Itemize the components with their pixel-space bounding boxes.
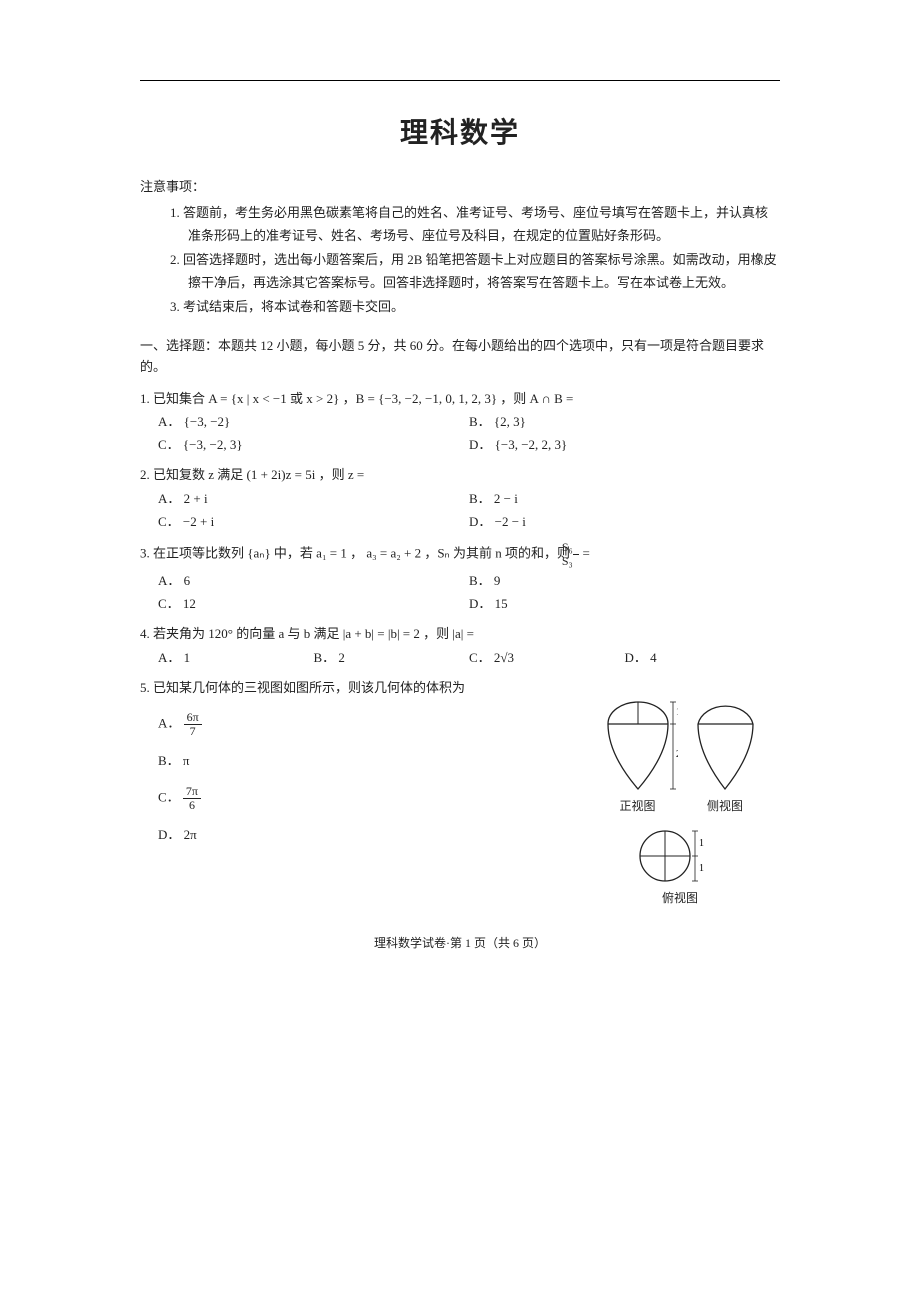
top-view-figure: 1 1 俯视图 <box>635 826 725 908</box>
opt-c-pre: C． <box>158 789 183 804</box>
option-d: D． 15 <box>469 592 780 615</box>
option-d: D． −2 − i <box>469 510 780 533</box>
option-d: D． 2π <box>158 824 580 846</box>
frac-num: S₆ <box>573 541 579 555</box>
dim-label: 1 <box>676 707 678 718</box>
frac-den: 6 <box>183 799 201 812</box>
notice-item: 3. 考试结束后，将本试卷和答题卡交回。 <box>170 295 780 318</box>
top-view-label: 俯视图 <box>635 888 725 908</box>
side-view-figure: 侧视图 <box>688 699 763 816</box>
question-text: 5. 已知某几何体的三视图如图所示，则该几何体的体积为 <box>140 677 780 699</box>
q3-post: = <box>583 546 590 561</box>
fraction-icon: 7π 6 <box>183 785 201 812</box>
exam-page: 理科数学 注意事项： 1. 答题前，考生务必用黑色碳素笔将自己的姓名、准考证号、… <box>140 80 780 951</box>
option-d: D． {−3, −2, 2, 3} <box>469 433 780 456</box>
front-view-label: 正视图 <box>598 796 678 816</box>
option-c: C． {−3, −2, 3} <box>158 433 469 456</box>
options: A． 6 B． 9 C． 12 D． 15 <box>140 569 780 616</box>
question-text: 1. 已知集合 A = {x | x < −1 或 x > 2} ，B = {−… <box>140 388 780 410</box>
question-3: 3. 在正项等比数列 {aₙ} 中，若 a₁ = 1 ， a₃ = a₂ + 2… <box>140 541 780 615</box>
q3-pre: 3. 在正项等比数列 {aₙ} 中，若 a₁ = 1 ， a₃ = a₂ + 2… <box>140 546 573 561</box>
option-a: A． 6π 7 <box>158 711 580 738</box>
option-a: A． 6 <box>158 569 469 592</box>
dim-label: 1 <box>699 863 704 874</box>
option-b: B． 9 <box>469 569 780 592</box>
options: A． 6π 7 B． π C． 7π 6 D． 2 <box>140 711 580 846</box>
option-b: B． 2 − i <box>469 487 780 510</box>
option-c: C． −2 + i <box>158 510 469 533</box>
question-text: 4. 若夹角为 120° 的向量 a 与 b 满足 |a + b| = |b| … <box>140 623 780 645</box>
side-view-label: 侧视图 <box>688 796 763 816</box>
section-heading: 一、选择题：本题共 12 小题，每小题 5 分，共 60 分。在每小题给出的四个… <box>140 336 780 378</box>
option-a: A． 1 <box>158 646 314 669</box>
notice-heading: 注意事项： <box>140 176 780 195</box>
dim-label: 2 <box>676 749 678 760</box>
question-4: 4. 若夹角为 120° 的向量 a 与 b 满足 |a + b| = |b| … <box>140 623 780 668</box>
options: A． {−3, −2} B． {2, 3} C． {−3, −2, 3} D． … <box>140 410 780 457</box>
exam-title: 理科数学 <box>140 111 780 151</box>
question-text: 3. 在正项等比数列 {aₙ} 中，若 a₁ = 1 ， a₃ = a₂ + 2… <box>140 541 780 568</box>
dim-label: 1 <box>699 838 704 849</box>
page-footer: 理科数学试卷·第 1 页（共 6 页） <box>140 934 780 951</box>
frac-den: S₃ <box>573 555 579 568</box>
option-b: B． 2 <box>314 646 470 669</box>
option-a: A． 2 + i <box>158 487 469 510</box>
question-5: 5. 已知某几何体的三视图如图所示，则该几何体的体积为 A． 6π 7 B． π… <box>140 677 780 909</box>
q5-figures: 1 2 正视图 <box>580 699 780 909</box>
fraction-icon: 6π 7 <box>184 711 202 738</box>
frac-num: 6π <box>184 711 202 725</box>
option-b: B． {2, 3} <box>469 410 780 433</box>
option-c: C． 7π 6 <box>158 785 580 812</box>
fraction-icon: S₆ S₃ <box>573 541 579 568</box>
front-view-figure: 1 2 正视图 <box>598 699 678 816</box>
notice-list: 1. 答题前，考生务必用黑色碳素笔将自己的姓名、准考证号、考场号、座位号填写在答… <box>170 201 780 318</box>
options: A． 2 + i B． 2 − i C． −2 + i D． −2 − i <box>140 487 780 534</box>
notice-item: 1. 答题前，考生务必用黑色碳素笔将自己的姓名、准考证号、考场号、座位号填写在答… <box>170 201 780 248</box>
question-1: 1. 已知集合 A = {x | x < −1 或 x > 2} ，B = {−… <box>140 388 780 457</box>
notice-item: 2. 回答选择题时，选出每小题答案后，用 2B 铅笔把答题卡上对应题目的答案标号… <box>170 248 780 295</box>
option-c: C． 12 <box>158 592 469 615</box>
question-text: 2. 已知复数 z 满足 (1 + 2i)z = 5i ，则 z = <box>140 464 780 486</box>
options: A． 1 B． 2 C． 2√3 D． 4 <box>140 646 780 669</box>
frac-den: 7 <box>184 725 202 738</box>
question-2: 2. 已知复数 z 满足 (1 + 2i)z = 5i ，则 z = A． 2 … <box>140 464 780 533</box>
option-d: D． 4 <box>625 646 781 669</box>
option-b: B． π <box>158 750 580 772</box>
opt-a-pre: A． <box>158 716 184 731</box>
frac-num: 7π <box>183 785 201 799</box>
option-a: A． {−3, −2} <box>158 410 469 433</box>
option-c: C． 2√3 <box>469 646 625 669</box>
